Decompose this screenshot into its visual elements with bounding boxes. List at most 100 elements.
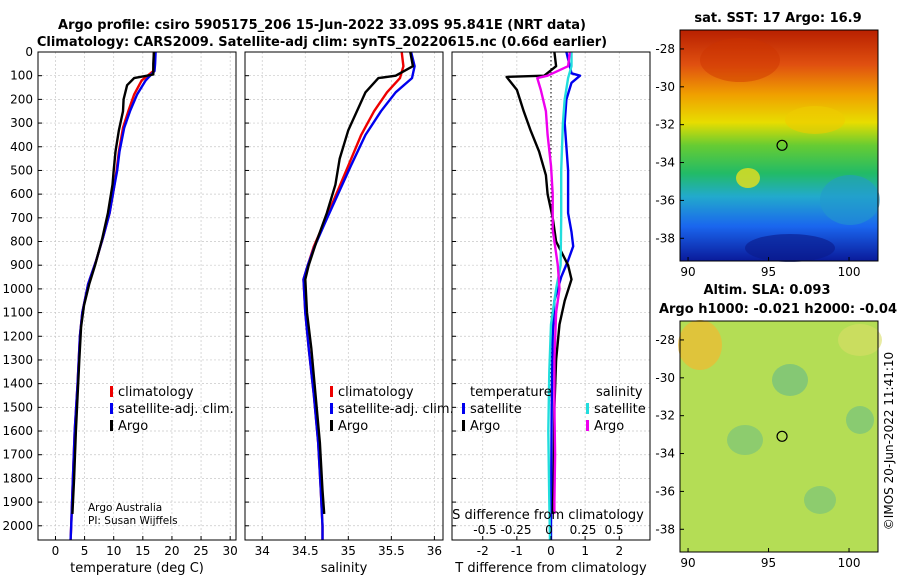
- x-tick-label: 20: [164, 544, 179, 558]
- y-tick-label: 300: [10, 116, 33, 130]
- legend-swatch-sal-satellite: [586, 403, 589, 414]
- y-tick-label: 1000: [2, 282, 33, 296]
- x-axis-label: T difference from climatology: [454, 561, 647, 576]
- legend-title-temperature: temperature: [470, 385, 552, 400]
- series-line-argo: [304, 51, 415, 514]
- legend-swatch-argo: [330, 420, 333, 431]
- sla-mid-patch: [838, 324, 882, 356]
- difference-legend: temperature salinity satellite Argo sate…: [462, 385, 646, 434]
- y-tick-label: 600: [10, 187, 33, 201]
- argo-float-marker: [776, 430, 788, 442]
- legend-label-temp-argo: Argo: [470, 419, 500, 434]
- lat-tick-label: -28: [655, 42, 675, 56]
- legend-label-sal-argo: Argo: [594, 419, 624, 434]
- lat-tick-label: -28: [655, 333, 675, 347]
- x-tick-label: 0: [52, 544, 60, 558]
- sst-map-axes: -28 -30 -32 -34 -36 -38 90 95 100: [655, 42, 860, 279]
- sal-diff-tick: 0.25: [570, 523, 597, 537]
- lon-tick-label: 100: [838, 556, 861, 570]
- y-tick-label: 200: [10, 92, 33, 106]
- credit-line2: PI: Susan Wijffels: [88, 515, 178, 527]
- x-tick-label: 1: [581, 544, 589, 558]
- series-line-temperature-argo: [505, 51, 573, 514]
- sst-map-frame: [679, 29, 879, 262]
- sla-low-patch: [846, 406, 874, 434]
- x-tick-label: 35.5: [378, 544, 405, 558]
- sla-high-patch: [678, 320, 722, 370]
- y-tick-label: 1900: [2, 495, 33, 509]
- y-tick-label: 1800: [2, 471, 33, 485]
- lat-tick-label: -38: [655, 522, 675, 536]
- sst-yellow-patch: [785, 106, 845, 134]
- legend-swatch-climatology: [110, 386, 113, 397]
- legend-label-argo: Argo: [118, 419, 148, 434]
- sal-diff-tick: 0.5: [604, 523, 623, 537]
- legend-label-sal-satellite: satellite: [594, 402, 646, 417]
- lat-tick-label: -32: [655, 409, 675, 423]
- y-tick-label: 1100: [2, 306, 33, 320]
- sla-low-patch: [804, 486, 836, 514]
- sla-map-title2: Argo h1000: -0.021 h2000: -0.04: [659, 302, 897, 317]
- y-tick-label: 1500: [2, 400, 33, 414]
- x-tick-label: 34: [255, 544, 270, 558]
- lon-tick-label: 100: [838, 265, 861, 279]
- sst-blue-patch: [820, 175, 880, 225]
- x-tick-label: -1: [511, 544, 523, 558]
- sla-map-frame: [679, 320, 879, 553]
- y-tick-label: 1300: [2, 353, 33, 367]
- y-tick-label: 900: [10, 258, 33, 272]
- sla-map: [678, 320, 882, 553]
- legend-swatch-sal-argo: [586, 420, 589, 431]
- x-tick-label: 0: [547, 544, 555, 558]
- x-tick-label: 10: [106, 544, 121, 558]
- legend-label-satellite-adj: satellite-adj. clim.: [338, 402, 454, 417]
- lat-tick-label: -36: [655, 484, 675, 498]
- lat-tick-label: -34: [655, 156, 675, 170]
- figure-title-line2: Climatology: CARS2009. Satellite-adj cli…: [37, 35, 607, 50]
- series-line-climatology: [69, 52, 156, 541]
- y-tick-label: 100: [10, 69, 33, 83]
- figure-title-line1: Argo profile: csiro 5905175_206 15-Jun-2…: [58, 18, 586, 33]
- x-tick-label: 35: [341, 544, 356, 558]
- y-tick-label: 1200: [2, 329, 33, 343]
- legend-label-temp-satellite: satellite: [470, 402, 522, 417]
- salinity-difference-overlay: S difference from climatology -0.5 -0.25…: [452, 508, 644, 537]
- lat-tick-label: -34: [655, 447, 675, 461]
- axes-frame: [37, 51, 237, 541]
- x-tick-label: -2: [477, 544, 489, 558]
- x-tick-label: 25: [193, 544, 208, 558]
- profile-legend-temperature: climatology satellite-adj. clim. Argo: [110, 385, 234, 434]
- salinity-panel: 34 34.5 35 35.5 36 salinity: [244, 51, 444, 576]
- sst-map-title: sat. SST: 17 Argo: 16.9: [694, 11, 861, 26]
- x-axis-label: temperature (deg C): [70, 561, 204, 576]
- y-tick-label: 700: [10, 211, 33, 225]
- legend-swatch-argo: [110, 420, 113, 431]
- sst-warm-patch: [700, 38, 780, 82]
- legend-label-climatology: climatology: [338, 385, 414, 400]
- sst-map: [679, 29, 880, 262]
- legend-swatch-temp-satellite: [462, 403, 465, 414]
- y-tick-label: 800: [10, 235, 33, 249]
- lat-tick-label: -36: [655, 193, 675, 207]
- sla-low-patch: [727, 425, 763, 455]
- sla-map-title1: Altim. SLA: 0.093: [704, 283, 831, 298]
- legend-swatch-satellite-adj: [110, 403, 113, 414]
- x-tick-label: 36: [427, 544, 442, 558]
- y-tick-label: 2000: [2, 519, 33, 533]
- lon-tick-label: 95: [761, 265, 776, 279]
- temperature-panel: 0 5 10 15 20 25 300100200300400500600700800900…: [2, 45, 237, 576]
- x-tick-label: 30: [223, 544, 238, 558]
- sst-yellow-spot: [736, 168, 760, 188]
- series-line-salinity-argo: [536, 51, 571, 514]
- imos-watermark: ©IMOS 20-Jun-2022 11:41:10: [882, 352, 896, 530]
- legend-label-argo: Argo: [338, 419, 368, 434]
- lon-tick-label: 90: [680, 265, 695, 279]
- lon-tick-label: 95: [761, 556, 776, 570]
- lat-tick-label: -30: [655, 80, 675, 94]
- sal-diff-tick: -0.25: [500, 523, 531, 537]
- legend-title-salinity: salinity: [596, 385, 643, 400]
- legend-label-climatology: climatology: [118, 385, 194, 400]
- sla-low-patch: [772, 364, 808, 396]
- legend-swatch-satellite-adj: [330, 403, 333, 414]
